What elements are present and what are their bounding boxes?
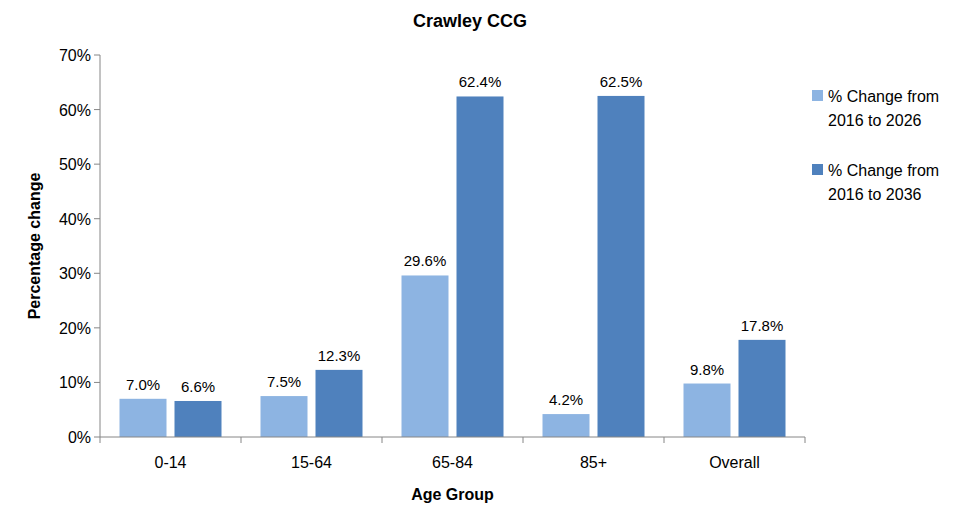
legend-swatch: [812, 90, 823, 101]
y-tick-label: 60%: [59, 102, 91, 119]
y-tick: [94, 437, 100, 438]
data-label: 62.4%: [459, 73, 502, 90]
legend-line: % Change from: [828, 162, 939, 179]
data-label: 7.0%: [126, 376, 160, 393]
x-tick: [523, 437, 524, 443]
data-label: 7.5%: [267, 373, 301, 390]
data-label: 12.3%: [318, 347, 361, 364]
y-axis: [100, 55, 101, 437]
y-axis-label: Percentage change: [26, 173, 43, 320]
y-tick-label: 40%: [59, 211, 91, 228]
title: Crawley CCG: [413, 11, 527, 31]
bar: [261, 396, 308, 437]
bar: [684, 384, 731, 437]
legend-line: % Change from: [828, 88, 939, 105]
y-tick: [94, 55, 100, 56]
bar: [316, 370, 363, 437]
bar: [175, 401, 222, 437]
background: [0, 0, 976, 511]
data-label: 6.6%: [181, 378, 215, 395]
bar: [543, 414, 590, 437]
data-label: 17.8%: [741, 317, 784, 334]
y-tick: [94, 109, 100, 110]
data-label: 4.2%: [549, 391, 583, 408]
y-tick: [94, 164, 100, 165]
y-tick-label: 70%: [59, 47, 91, 64]
data-label: 9.8%: [690, 361, 724, 378]
y-tick-label: 0%: [68, 429, 91, 446]
data-label: 62.5%: [600, 73, 643, 90]
x-tick-label: 65-84: [432, 454, 473, 471]
x-tick: [664, 437, 665, 443]
bar: [120, 399, 167, 437]
bar: [457, 96, 504, 437]
data-labels: 7.0% 7.5% 29.6% 4.2% 9.8% 6.6% 12.3% 62.4% 62.5%…: [126, 73, 783, 408]
x-tick-label: 0-14: [154, 454, 186, 471]
bar: [598, 96, 645, 437]
y-tick-label: 50%: [59, 156, 91, 173]
x-tick-label: 85+: [580, 454, 607, 471]
y-tick: [94, 273, 100, 274]
y-tick-label: 20%: [59, 320, 91, 337]
bar: [402, 275, 449, 437]
chart: Crawley CCG Percentage change Age Group 0% 1…: [0, 0, 976, 511]
x-tick: [805, 437, 806, 443]
x-tick-label: 15-64: [291, 454, 332, 471]
x-tick: [241, 437, 242, 443]
y-tick-label: 30%: [59, 265, 91, 282]
legend-line: 2016 to 2026: [828, 112, 922, 129]
bar: [739, 340, 786, 437]
x-tick: [382, 437, 383, 443]
y-tick: [94, 327, 100, 328]
x-axis-label: Age Group: [411, 486, 494, 503]
legend-line: 2016 to 2036: [828, 186, 922, 203]
x-tick-label: Overall: [709, 454, 760, 471]
data-label: 29.6%: [404, 252, 447, 269]
x-axis: [100, 437, 805, 438]
bars: [120, 96, 786, 437]
legend-label: % Change from 2016 to 2036: [828, 162, 939, 203]
y-tick: [94, 382, 100, 383]
legend-label: % Change from 2016 to 2026: [828, 88, 939, 129]
y-tick: [94, 218, 100, 219]
x-tick: [100, 437, 101, 443]
y-tick-label: 10%: [59, 374, 91, 391]
legend-swatch: [812, 164, 823, 175]
